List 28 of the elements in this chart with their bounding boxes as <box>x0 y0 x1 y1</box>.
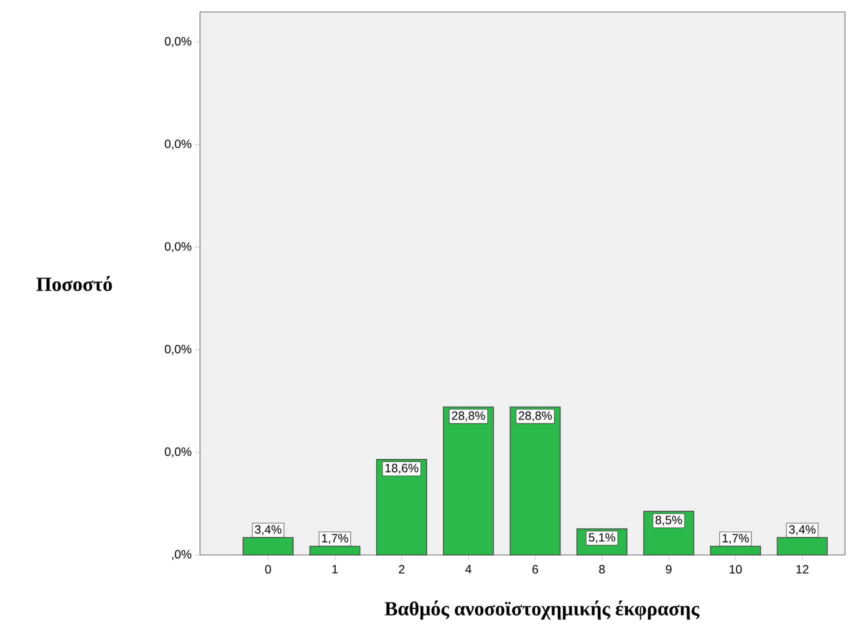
x-tick-label: 8 <box>599 565 605 574</box>
x-tick-label: 12 <box>796 565 808 574</box>
text: 0,0% <box>164 447 192 458</box>
x-tick-label: 10 <box>730 565 742 574</box>
data-label: 28,8% <box>452 411 486 422</box>
bar <box>442 406 494 556</box>
data-label: 3,4% <box>789 525 816 536</box>
text: 0,0% <box>164 140 192 150</box>
data-label: 1,7% <box>322 534 348 544</box>
x-tick-label: 9 <box>666 565 672 574</box>
x-tick-label: 6 <box>532 565 538 574</box>
x-tick-label: 4 <box>465 565 472 574</box>
data-label: 5,1% <box>588 533 616 544</box>
text: 0,0% <box>164 37 192 47</box>
text: ,0% <box>172 550 192 560</box>
x-tick-label: 0 <box>265 565 271 574</box>
x-axis-title: Βαθμός ανοσοϊστοχημικής έκφρασης <box>384 600 700 620</box>
x-tick-label: 2 <box>398 565 404 574</box>
x-tick-label: 1 <box>332 565 338 574</box>
data-label: 28,8% <box>518 411 552 422</box>
bar <box>510 406 561 556</box>
data-label: 18,6% <box>386 464 418 474</box>
text: Ποσοστό <box>36 276 112 292</box>
text: 0,0% <box>164 344 192 355</box>
data-label: 3,4% <box>254 525 282 536</box>
data-label: 8,5% <box>656 516 682 526</box>
text: 0,0% <box>164 242 192 252</box>
data-label: 1,7% <box>722 534 749 544</box>
